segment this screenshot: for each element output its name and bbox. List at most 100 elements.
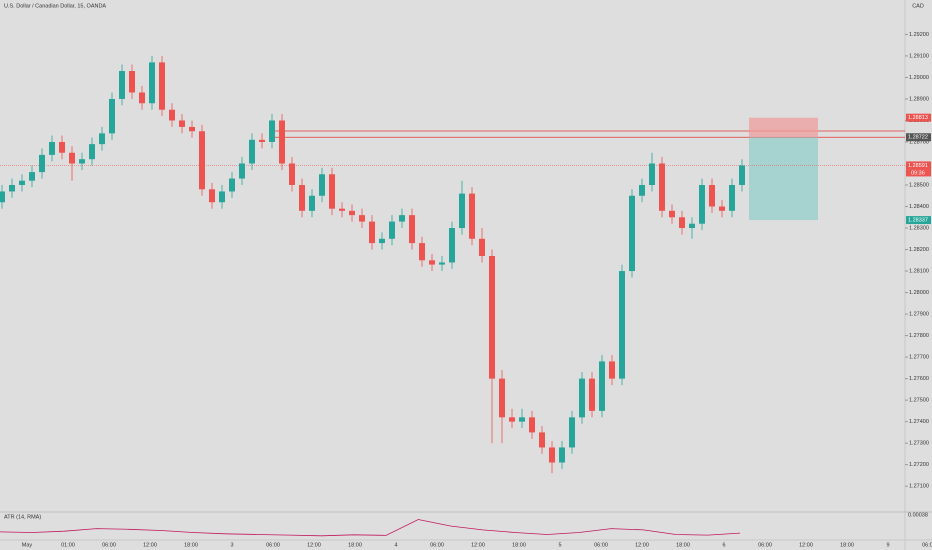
candle-body <box>349 210 355 216</box>
candle-body <box>699 185 705 224</box>
entry-label: 1.28722 <box>908 135 928 141</box>
y-tick-label: 1.27200 <box>909 462 929 468</box>
candle-body <box>529 417 535 433</box>
candle-body <box>239 163 245 179</box>
candle-body <box>549 447 555 463</box>
x-tick-label: 12:00 <box>143 542 157 548</box>
candle-body <box>0 191 5 203</box>
y-tick-label: 1.27300 <box>909 441 929 447</box>
stop-label: 1.28813 <box>908 115 928 121</box>
y-tick-label: 1.29100 <box>909 53 929 59</box>
y-tick-label: 1.29000 <box>909 75 929 81</box>
candle-body <box>399 215 405 222</box>
candle-body <box>519 417 525 422</box>
candle-body <box>439 262 445 265</box>
x-tick-label: 18:00 <box>512 542 526 548</box>
candle-body <box>289 163 295 186</box>
x-tick-label: 06:00 <box>430 542 444 548</box>
candle-body <box>229 178 235 192</box>
y-tick-label: 1.28000 <box>909 290 929 296</box>
candle-body <box>119 70 125 99</box>
x-tick-label: 06:00 <box>102 542 116 548</box>
candle-body <box>669 210 675 218</box>
x-tick-label: 18:00 <box>348 542 362 548</box>
atr-last-label: 0.00038 <box>908 512 928 518</box>
target-label: 1.28337 <box>908 218 928 224</box>
candle-body <box>249 139 255 164</box>
chart-title: U.S. Dollar / Canadian Dollar, 15, OANDA <box>4 3 106 9</box>
candle-body <box>639 185 645 196</box>
atr-line <box>0 519 741 537</box>
currency: CAD <box>912 3 924 9</box>
candle-body <box>139 92 145 104</box>
candle-body <box>39 154 45 173</box>
x-tick-label: May <box>22 542 33 548</box>
candle-body <box>219 191 225 203</box>
candle-body <box>479 238 485 256</box>
candle-body <box>89 144 95 160</box>
candle-body <box>309 195 315 211</box>
x-tick-label: 12:00 <box>307 542 321 548</box>
candle-body <box>19 180 25 186</box>
x-tick-label: 3 <box>230 542 233 548</box>
candle-body <box>49 141 55 155</box>
x-tick-label: 06:00 <box>758 542 772 548</box>
candle-body <box>539 432 545 448</box>
y-tick-label: 1.28400 <box>909 204 929 210</box>
candle-body <box>199 131 205 190</box>
x-tick-label: 01:00 <box>61 542 75 548</box>
y-tick-label: 1.28200 <box>909 247 929 253</box>
candle-body <box>579 378 585 418</box>
candle-body <box>739 165 745 186</box>
atr-name: ATR (14, RMA) <box>4 514 41 520</box>
x-tick-label: 06:00 <box>922 542 932 548</box>
candle-body <box>719 206 725 211</box>
candle-body <box>389 221 395 239</box>
candle-body <box>129 70 135 93</box>
candle-body <box>599 361 605 411</box>
last-box <box>906 161 931 170</box>
candle-body <box>29 172 35 181</box>
candle-body <box>559 447 565 463</box>
candle-body <box>379 238 385 244</box>
x-tick-label: 18:00 <box>184 542 198 548</box>
candle-body <box>449 228 455 263</box>
candle-body <box>659 163 665 211</box>
candle-body <box>619 271 625 379</box>
candle-body <box>189 126 195 132</box>
candle-body <box>319 174 325 196</box>
candle-body <box>329 174 335 209</box>
x-tick-label: 5 <box>558 542 561 548</box>
x-tick-label: 9 <box>886 542 889 548</box>
countdown-box <box>906 169 931 177</box>
candle-body <box>489 256 495 379</box>
candle-body <box>709 185 715 207</box>
candle-body <box>469 193 475 239</box>
y-tick-label: 1.28300 <box>909 225 929 231</box>
countdown: 09:36 <box>911 170 925 176</box>
x-tick-label: 06:00 <box>266 542 280 548</box>
candle-body <box>299 185 305 211</box>
candle-body <box>499 378 505 418</box>
y-tick-label: 1.28700 <box>909 139 929 145</box>
candle-body <box>649 163 655 186</box>
candle-body <box>459 193 465 229</box>
y-tick-label: 1.28100 <box>909 269 929 275</box>
candle-body <box>369 221 375 244</box>
candle-body <box>279 120 285 164</box>
candle-body <box>569 417 575 448</box>
y-tick-label: 1.28500 <box>909 182 929 188</box>
stop-zone <box>749 117 818 138</box>
y-tick-label: 1.27800 <box>909 333 929 339</box>
y-tick-label: 1.27400 <box>909 419 929 425</box>
candle-body <box>589 378 595 411</box>
candle-body <box>209 189 215 203</box>
candle-body <box>259 139 265 142</box>
candle-body <box>509 417 515 422</box>
candle-body <box>69 152 75 164</box>
candle-body <box>729 185 735 211</box>
target-zone <box>749 137 818 221</box>
y-tick-label: 1.27700 <box>909 355 929 361</box>
